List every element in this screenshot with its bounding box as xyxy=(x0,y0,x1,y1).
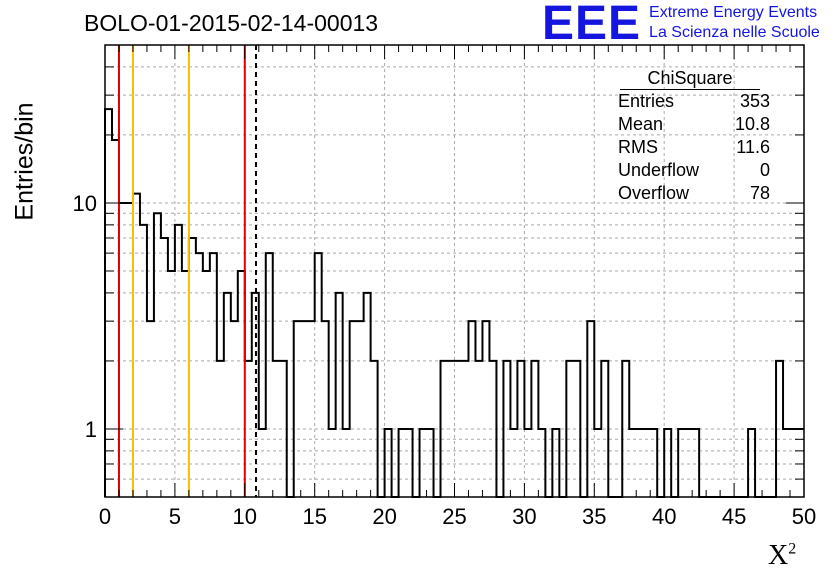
x-axis-label-sup: 2 xyxy=(788,540,797,558)
x-axis-label-text: X xyxy=(768,540,789,571)
stats-value: 0 xyxy=(759,160,770,180)
logo-text: Extreme Energy Events La Scienza nelle S… xyxy=(649,3,820,43)
x-tick-label: 35 xyxy=(582,504,606,529)
stats-label: RMS xyxy=(618,137,658,157)
x-tick-label: 15 xyxy=(302,504,326,529)
y-tick-label: 10 xyxy=(73,191,97,216)
x-tick-label: 50 xyxy=(792,504,816,529)
stats-title: ChiSquare xyxy=(620,68,760,90)
logo-line-2: La Scienza nelle Scuole xyxy=(649,24,820,41)
stats-value: 353 xyxy=(739,91,770,111)
chart-title: BOLO-01-2015-02-14-00013 xyxy=(84,10,379,36)
stats-value: 11.6 xyxy=(736,137,770,157)
stats-label: Mean xyxy=(618,114,664,134)
stats-row-overflow: Overflow 78 xyxy=(610,182,778,205)
logo-mark: EEE xyxy=(542,0,642,50)
y-tick-label: 1 xyxy=(85,417,97,442)
logo-line-1: Extreme Energy Events xyxy=(649,4,818,21)
stats-box: ChiSquare Entries 353 Mean 10.8 RMS 11.6… xyxy=(610,68,778,205)
stats-row-mean: Mean 10.8 xyxy=(610,113,778,136)
stats-row-underflow: Underflow 0 xyxy=(610,159,778,182)
stats-row-entries: Entries 353 xyxy=(610,90,778,113)
x-tick-label: 10 xyxy=(233,504,257,529)
stats-value: 10.8 xyxy=(734,114,770,134)
x-tick-label: 5 xyxy=(169,504,181,529)
x-tick-label: 20 xyxy=(372,504,396,529)
stats-value: 78 xyxy=(749,183,770,203)
stats-label: Overflow xyxy=(618,183,690,203)
x-tick-label: 0 xyxy=(99,504,111,529)
x-tick-label: 40 xyxy=(652,504,676,529)
x-tick-label: 25 xyxy=(442,504,466,529)
stats-row-rms: RMS 11.6 xyxy=(610,136,778,159)
x-tick-label: 30 xyxy=(512,504,536,529)
stats-label: Entries xyxy=(618,91,675,111)
stats-label: Underflow xyxy=(618,160,700,180)
eee-logo: EEE Extreme Energy Events La Scienza nel… xyxy=(542,0,820,48)
y-axis-label: Entries/bin xyxy=(8,102,39,220)
x-tick-label: 45 xyxy=(722,504,746,529)
x-axis-label: X2 xyxy=(768,540,796,572)
y-axis-label-text: Entries/bin xyxy=(10,102,39,221)
histogram-series xyxy=(104,108,804,498)
